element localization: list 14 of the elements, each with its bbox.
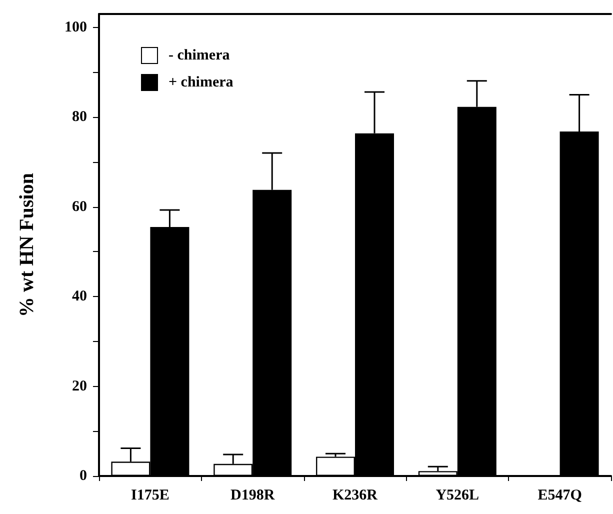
y-axis-title: % wt HN Fusion [16,173,38,317]
x-tick-label: K236R [332,488,378,504]
x-tick-label: I175E [131,488,170,504]
y-tick-label: 100 [64,19,87,36]
y-tick-label: 60 [72,198,87,215]
y-tick-label: 40 [72,288,87,305]
x-tick-label: Y526L [436,488,480,504]
legend-label: + chimera [168,74,234,90]
y-tick-label: 0 [80,468,87,484]
x-tick-label: D198R [230,488,275,504]
y-tick-label: 80 [72,109,87,126]
y-tick-label: 20 [72,378,87,394]
legend-label: - chimera [168,48,230,64]
x-tick-label: E547Q [538,488,582,504]
